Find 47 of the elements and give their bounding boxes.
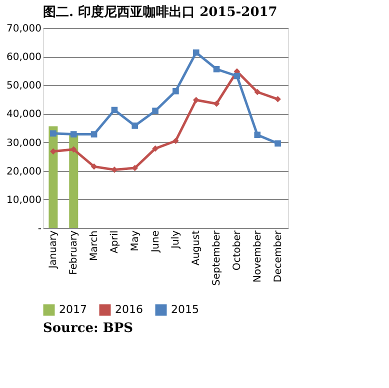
x-tick-label: June [150, 230, 162, 254]
x-tick-label: January [48, 230, 60, 270]
legend-label: 2017 [59, 303, 87, 316]
point [234, 72, 240, 80]
point [111, 166, 118, 173]
point [213, 100, 220, 107]
point [172, 88, 179, 94]
y-tick-label: - [38, 224, 42, 234]
point [172, 138, 179, 144]
y-tick-label: 70,000 [6, 24, 42, 34]
point [111, 106, 118, 114]
point [152, 145, 158, 152]
point [192, 96, 200, 104]
x-tick-label: April [109, 230, 120, 254]
y-tick-label: 10,000 [6, 194, 42, 206]
point [70, 131, 77, 138]
chart-title: 图二. 印度尼西亚咖啡出口 2015-2017 [43, 4, 278, 20]
y-tick-label: 50,000 [6, 80, 42, 92]
point [274, 96, 281, 102]
point [90, 163, 98, 170]
point [274, 140, 281, 147]
x-tick-label: February [68, 230, 80, 275]
y-tick-label: 20,000 [6, 166, 42, 178]
y-tick-label: 30,000 [6, 138, 42, 149]
point [50, 130, 56, 137]
source-note: Source: BPS [43, 321, 134, 336]
x-tick-label: September [212, 230, 223, 286]
point [254, 132, 261, 138]
y-tick-label: 40,000 [6, 109, 42, 120]
y-tick-label: 60,000 [6, 52, 42, 64]
point [50, 148, 56, 155]
point [132, 122, 138, 129]
point [192, 49, 200, 56]
x-tick-label: May [130, 230, 141, 252]
legend-label: 2015 [171, 303, 199, 316]
x-tick-label: March [89, 230, 100, 261]
x-tick-label: November [252, 230, 264, 283]
point [132, 164, 138, 172]
point [90, 131, 98, 138]
x-tick-label: August [191, 230, 202, 266]
point [213, 66, 220, 72]
point [152, 108, 158, 114]
x-tick-label: October [232, 230, 243, 271]
x-tick-label: December [272, 230, 284, 282]
point [254, 88, 261, 96]
legend-label: 2016 [115, 303, 143, 316]
x-tick-label: July [170, 230, 182, 250]
